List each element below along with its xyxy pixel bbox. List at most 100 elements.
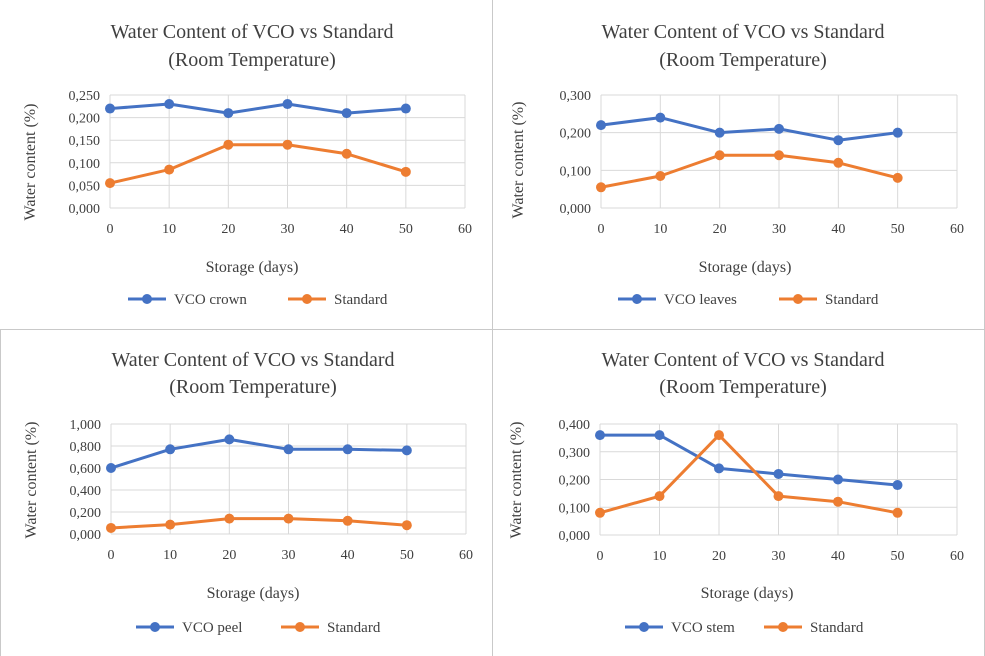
x-tick-label: 0 [598, 222, 605, 237]
series-line-standard [110, 517, 407, 530]
y-tick-label: 0,100 [559, 501, 591, 516]
legend-swatch-marker [778, 622, 788, 632]
x-tick-label: 60 [458, 222, 472, 237]
series-line-vco [600, 116, 898, 142]
x-tick-label: 20 [221, 222, 235, 237]
data-point-vco [164, 99, 175, 110]
x-tick-label: 10 [653, 549, 667, 564]
legend-swatch-marker [142, 294, 152, 304]
y-tick-label: 0,400 [559, 418, 591, 433]
x-tick-label: 50 [399, 222, 413, 237]
x-tick-label: 20 [222, 548, 236, 563]
chart-subtitle: (Room Temperature) [659, 49, 827, 71]
series-line-vco [110, 437, 407, 470]
y-axis-title: Water content (%) [508, 422, 525, 539]
data-point-vco [596, 120, 606, 131]
series-line-standard [109, 143, 407, 185]
chart-svg: Water Content of VCO vs Standard (Room T… [510, 21, 965, 308]
y-tick-label: 1,000 [70, 418, 102, 433]
data-point-standard [401, 520, 412, 531]
y-tick-label: 0,300 [559, 446, 591, 461]
data-point-standard [892, 507, 903, 518]
plot-area: 0,000 0,050 0,100 0,150 0,200 0,250 0 10 20 30 40 5… [69, 89, 473, 237]
chart-subtitle: (Room Temperature) [659, 376, 827, 398]
chart-panel-peel: Water Content of VCO vs Standard (Room T… [0, 330, 493, 656]
data-point-vco [342, 444, 353, 455]
x-tick-label: 40 [341, 548, 355, 563]
data-point-vco [774, 123, 784, 134]
y-tick-label: 0,250 [69, 89, 101, 104]
chart-panel-stem: Water Content of VCO vs Standard (Room T… [493, 330, 985, 656]
x-axis-title: Storage (days) [207, 585, 300, 602]
plot-area: 0,000 0,100 0,200 0,300 0 10 20 30 40 50 60 [560, 89, 965, 237]
data-point-vco [833, 135, 844, 146]
data-point-standard [833, 157, 844, 168]
x-tick-label: 30 [281, 222, 295, 237]
data-point-standard [283, 513, 294, 524]
data-point-standard [224, 513, 235, 524]
y-tick-label: 0,150 [69, 134, 101, 149]
data-point-standard [106, 522, 116, 533]
y-axis-title: Water content (%) [510, 102, 527, 219]
chart-title: Water Content of VCO vs Standard [111, 21, 394, 43]
x-tick-label: 40 [831, 222, 845, 237]
y-tick-label: 0,300 [560, 89, 592, 104]
data-point-vco [106, 463, 116, 473]
chart-title: Water Content of VCO vs Standard [602, 21, 885, 43]
x-axis-title: Storage (days) [701, 585, 794, 602]
chart-subtitle: (Room Temperature) [169, 376, 337, 398]
x-tick-label: 0 [597, 549, 604, 564]
data-point-vco [341, 108, 352, 119]
x-tick-label: 30 [282, 548, 296, 563]
data-point-vco [892, 127, 903, 138]
data-point-vco [714, 127, 725, 138]
data-point-vco [595, 430, 605, 441]
data-point-standard [833, 496, 843, 507]
y-tick-label: 0,100 [560, 164, 592, 179]
data-point-standard [773, 491, 784, 502]
chart-svg: Water Content of VCO vs Standard (Room T… [22, 21, 473, 308]
x-tick-label: 50 [891, 549, 905, 564]
legend: VCO stem Standard [625, 620, 864, 636]
data-point-vco [401, 445, 412, 456]
y-tick-label: 0,200 [70, 506, 102, 521]
legend-swatch-marker [150, 622, 160, 632]
chart-panel-leaves: Water Content of VCO vs Standard (Room T… [493, 0, 985, 330]
data-point-vco [714, 463, 724, 474]
y-tick-label: 0,200 [559, 474, 591, 489]
x-tick-label: 10 [163, 548, 177, 563]
data-point-standard [164, 164, 175, 175]
chart-title: Water Content of VCO vs Standard [112, 349, 395, 371]
data-point-standard [774, 150, 784, 161]
x-tick-label: 60 [950, 222, 964, 237]
chart-subtitle: (Room Temperature) [168, 49, 336, 71]
data-point-vco [773, 468, 784, 479]
y-tick-label: 0,000 [70, 528, 102, 543]
data-point-standard [341, 148, 352, 159]
chart-svg: Water Content of VCO vs Standard (Room T… [508, 349, 965, 636]
data-point-standard [596, 182, 606, 193]
legend: VCO peel Standard [136, 620, 381, 636]
x-tick-label: 10 [653, 222, 667, 237]
data-point-vco [224, 434, 235, 445]
data-point-vco [282, 99, 293, 110]
chart-svg: Water Content of VCO vs Standard (Room T… [23, 349, 473, 636]
data-point-vco [105, 103, 115, 114]
data-point-vco [654, 430, 665, 441]
legend-label: VCO stem [671, 620, 735, 636]
y-axis-title: Water content (%) [22, 104, 39, 221]
plot-area: 0,000 0,100 0,200 0,300 0,400 0 10 20 30 40 50 60 [559, 418, 965, 564]
x-tick-label: 30 [772, 222, 786, 237]
legend-label: VCO peel [182, 620, 242, 636]
chart-panel-crown: Water Content of VCO vs Standard (Room T… [0, 0, 493, 330]
legend-label: Standard [810, 620, 864, 636]
x-tick-label: 30 [772, 549, 786, 564]
x-tick-label: 50 [891, 222, 905, 237]
series-line-standard [600, 153, 899, 189]
data-point-vco [283, 444, 294, 455]
y-tick-label: 0,200 [69, 112, 101, 127]
legend-label: Standard [334, 292, 388, 308]
x-tick-label: 60 [950, 549, 964, 564]
series-line-vco [109, 102, 406, 115]
legend-label: VCO leaves [664, 292, 737, 308]
